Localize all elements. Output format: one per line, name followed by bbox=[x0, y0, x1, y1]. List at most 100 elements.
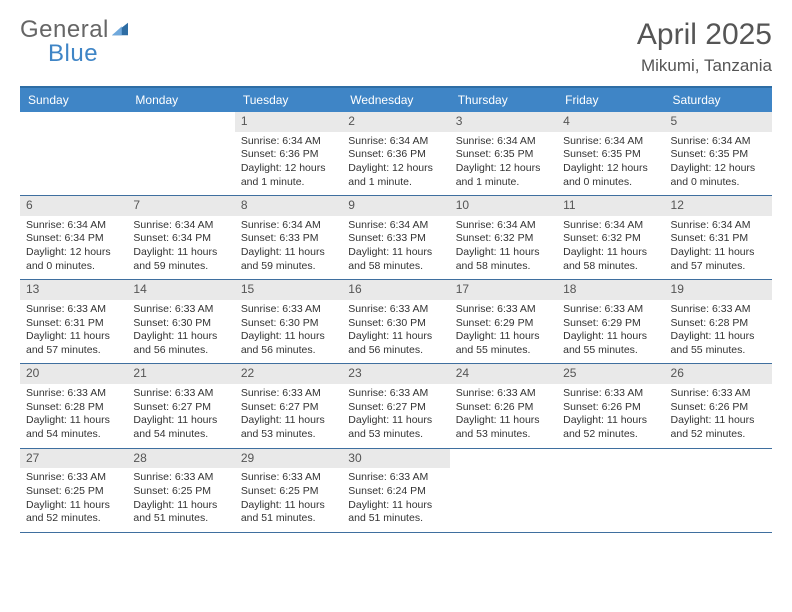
day-cell: 27Sunrise: 6:33 AMSunset: 6:25 PMDayligh… bbox=[20, 449, 127, 532]
sunrise-text: Sunrise: 6:33 AM bbox=[456, 387, 551, 401]
day-cell bbox=[450, 449, 557, 532]
day-number: 27 bbox=[20, 449, 127, 469]
day-details: Sunrise: 6:33 AMSunset: 6:27 PMDaylight:… bbox=[127, 384, 234, 448]
daylight-text: and 53 minutes. bbox=[241, 428, 336, 442]
sunrise-text: Sunrise: 6:33 AM bbox=[241, 387, 336, 401]
day-cell: 8Sunrise: 6:34 AMSunset: 6:33 PMDaylight… bbox=[235, 196, 342, 279]
day-details: Sunrise: 6:34 AMSunset: 6:33 PMDaylight:… bbox=[342, 216, 449, 280]
day-number: 26 bbox=[665, 364, 772, 384]
sunset-text: Sunset: 6:27 PM bbox=[348, 401, 443, 415]
sunrise-text: Sunrise: 6:33 AM bbox=[456, 303, 551, 317]
day-cell: 4Sunrise: 6:34 AMSunset: 6:35 PMDaylight… bbox=[557, 112, 664, 195]
day-details: Sunrise: 6:34 AMSunset: 6:33 PMDaylight:… bbox=[235, 216, 342, 280]
day-cell: 22 Sunrise: 6:33 AMSunset: 6:27 PMDayligh… bbox=[235, 364, 342, 447]
week-row: 6Sunrise: 6:34 AMSunset: 6:34 PMDaylight… bbox=[20, 196, 772, 280]
day-cell: 11Sunrise: 6:34 AMSunset: 6:32 PMDayligh… bbox=[557, 196, 664, 279]
day-details: Sunrise: 6:34 AMSunset: 6:36 PMDaylight:… bbox=[342, 132, 449, 196]
day-cell: 10Sunrise: 6:34 AMSunset: 6:32 PMDayligh… bbox=[450, 196, 557, 279]
sunset-text: Sunset: 6:27 PM bbox=[241, 401, 336, 415]
daylight-text: Daylight: 11 hours bbox=[348, 330, 443, 344]
brand-sail-icon bbox=[110, 18, 130, 42]
daylight-text: Daylight: 12 hours bbox=[671, 162, 766, 176]
daylight-text: Daylight: 11 hours bbox=[133, 499, 228, 513]
sunrise-text: Sunrise: 6:33 AM bbox=[26, 303, 121, 317]
daylight-text: Daylight: 11 hours bbox=[26, 330, 121, 344]
sunset-text: Sunset: 6:25 PM bbox=[26, 485, 121, 499]
day-details: Sunrise: 6:34 AMSunset: 6:31 PMDaylight:… bbox=[665, 216, 772, 280]
day-cell: 23Sunrise: 6:33 AMSunset: 6:27 PMDayligh… bbox=[342, 364, 449, 447]
daylight-text: and 0 minutes. bbox=[563, 176, 658, 190]
day-cell: 26Sunrise: 6:33 AMSunset: 6:26 PMDayligh… bbox=[665, 364, 772, 447]
sunrise-text: Sunrise: 6:33 AM bbox=[671, 303, 766, 317]
location-label: Mikumi, Tanzania bbox=[637, 56, 772, 76]
sunrise-text: Sunrise: 6:33 AM bbox=[26, 387, 121, 401]
daylight-text: and 1 minute. bbox=[241, 176, 336, 190]
daylight-text: Daylight: 11 hours bbox=[26, 499, 121, 513]
day-cell bbox=[665, 449, 772, 532]
day-header: Monday bbox=[127, 88, 234, 112]
day-header: Sunday bbox=[20, 88, 127, 112]
sunset-text: Sunset: 6:35 PM bbox=[456, 148, 551, 162]
day-number: 4 bbox=[557, 112, 664, 132]
day-number: 18 bbox=[557, 280, 664, 300]
day-cell: 6Sunrise: 6:34 AMSunset: 6:34 PMDaylight… bbox=[20, 196, 127, 279]
day-cell: 5Sunrise: 6:34 AMSunset: 6:35 PMDaylight… bbox=[665, 112, 772, 195]
brand-logo: GeneralBlue bbox=[20, 18, 130, 66]
day-cell: 3Sunrise: 6:34 AMSunset: 6:35 PMDaylight… bbox=[450, 112, 557, 195]
sunrise-text: Sunrise: 6:33 AM bbox=[133, 303, 228, 317]
daylight-text: Daylight: 11 hours bbox=[348, 499, 443, 513]
sunrise-text: Sunrise: 6:33 AM bbox=[671, 387, 766, 401]
sunrise-text: Sunrise: 6:34 AM bbox=[563, 135, 658, 149]
day-number: 8 bbox=[235, 196, 342, 216]
daylight-text: Daylight: 11 hours bbox=[563, 414, 658, 428]
daylight-text: and 51 minutes. bbox=[348, 512, 443, 526]
sunrise-text: Sunrise: 6:33 AM bbox=[133, 387, 228, 401]
day-cell: 28Sunrise: 6:33 AMSunset: 6:25 PMDayligh… bbox=[127, 449, 234, 532]
day-details: Sunrise: 6:33 AMSunset: 6:31 PMDaylight:… bbox=[20, 300, 127, 364]
day-details: Sunrise: 6:33 AMSunset: 6:24 PMDaylight:… bbox=[342, 468, 449, 532]
day-number: 22 bbox=[235, 364, 342, 384]
day-number: 6 bbox=[20, 196, 127, 216]
daylight-text: and 59 minutes. bbox=[241, 260, 336, 274]
day-number: 2 bbox=[342, 112, 449, 132]
daylight-text: Daylight: 11 hours bbox=[671, 414, 766, 428]
daylight-text: Daylight: 12 hours bbox=[563, 162, 658, 176]
day-number: 23 bbox=[342, 364, 449, 384]
daylight-text: Daylight: 11 hours bbox=[241, 499, 336, 513]
daylight-text: and 52 minutes. bbox=[563, 428, 658, 442]
day-cell bbox=[20, 112, 127, 195]
day-header: Wednesday bbox=[342, 88, 449, 112]
day-details: Sunrise: 6:33 AMSunset: 6:30 PMDaylight:… bbox=[342, 300, 449, 364]
day-cell: 15Sunrise: 6:33 AMSunset: 6:30 PMDayligh… bbox=[235, 280, 342, 363]
sunset-text: Sunset: 6:30 PM bbox=[241, 317, 336, 331]
sunrise-text: Sunrise: 6:34 AM bbox=[241, 135, 336, 149]
day-number: 5 bbox=[665, 112, 772, 132]
sunrise-text: Sunrise: 6:33 AM bbox=[563, 303, 658, 317]
day-details: Sunrise: 6:33 AMSunset: 6:25 PMDaylight:… bbox=[20, 468, 127, 532]
day-cell: 9Sunrise: 6:34 AMSunset: 6:33 PMDaylight… bbox=[342, 196, 449, 279]
daylight-text: Daylight: 12 hours bbox=[241, 162, 336, 176]
day-cell: 17Sunrise: 6:33 AMSunset: 6:29 PMDayligh… bbox=[450, 280, 557, 363]
daylight-text: Daylight: 11 hours bbox=[241, 330, 336, 344]
daylight-text: Daylight: 11 hours bbox=[241, 246, 336, 260]
header: GeneralBlue April 2025 Mikumi, Tanzania bbox=[20, 18, 772, 76]
daylight-text: and 0 minutes. bbox=[26, 260, 121, 274]
day-header: Friday bbox=[557, 88, 664, 112]
sunset-text: Sunset: 6:28 PM bbox=[671, 317, 766, 331]
sunset-text: Sunset: 6:34 PM bbox=[133, 232, 228, 246]
day-details: Sunrise: 6:33 AMSunset: 6:25 PMDaylight:… bbox=[127, 468, 234, 532]
sunrise-text: Sunrise: 6:33 AM bbox=[241, 303, 336, 317]
month-title: April 2025 bbox=[637, 18, 772, 52]
daylight-text: Daylight: 11 hours bbox=[241, 414, 336, 428]
daylight-text: Daylight: 11 hours bbox=[456, 246, 551, 260]
day-number: 3 bbox=[450, 112, 557, 132]
sunset-text: Sunset: 6:28 PM bbox=[26, 401, 121, 415]
sunset-text: Sunset: 6:36 PM bbox=[241, 148, 336, 162]
sunrise-text: Sunrise: 6:33 AM bbox=[348, 387, 443, 401]
daylight-text: and 54 minutes. bbox=[133, 428, 228, 442]
day-number: 1 bbox=[235, 112, 342, 132]
daylight-text: and 53 minutes. bbox=[348, 428, 443, 442]
day-cell: 1 Sunrise: 6:34 AMSunset: 6:36 PMDaylight… bbox=[235, 112, 342, 195]
week-row: 1Sunrise: 6:34 AMSunset: 6:36 PMDaylight… bbox=[20, 112, 772, 196]
daylight-text: Daylight: 11 hours bbox=[133, 414, 228, 428]
